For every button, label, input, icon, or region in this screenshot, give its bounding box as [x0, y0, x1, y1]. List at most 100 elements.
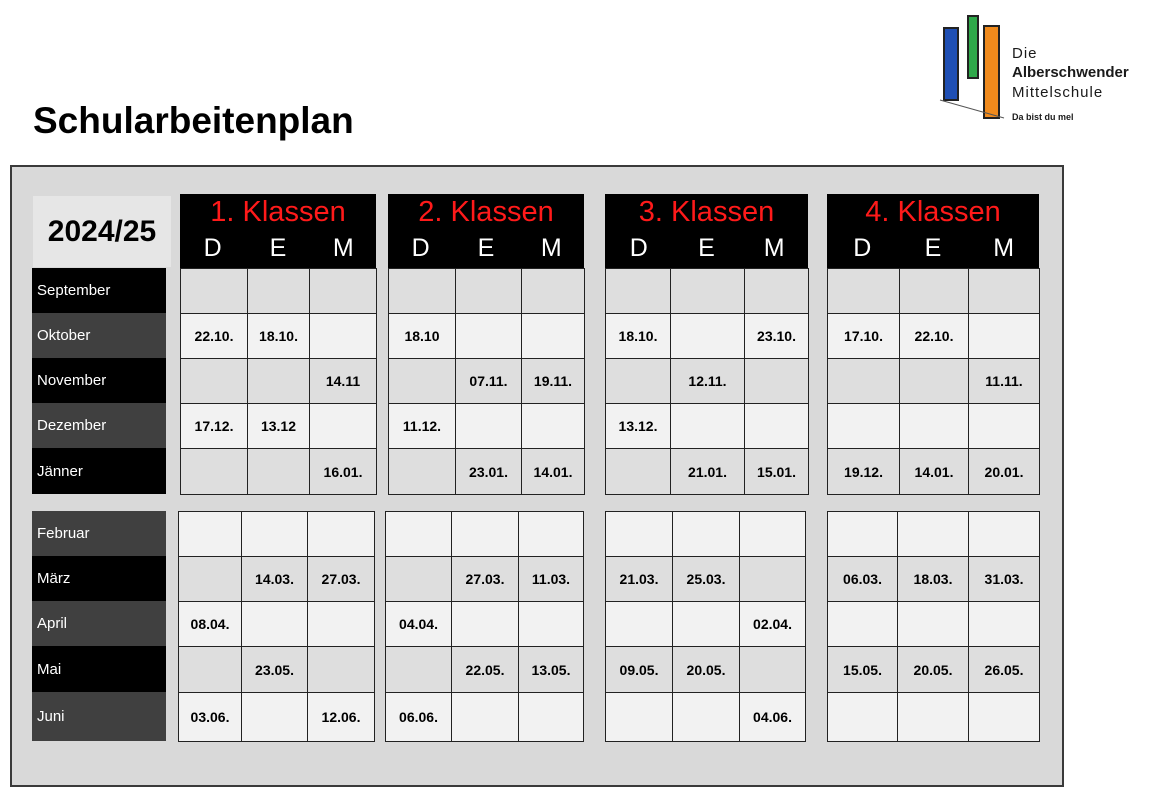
schedule-cell: 14.11 [309, 358, 377, 404]
schedule-cell [739, 646, 806, 693]
schedule-cell: 20.01. [968, 448, 1040, 495]
schedule-cell [518, 601, 584, 647]
schedule-cell [241, 511, 308, 557]
schedule-cell [180, 448, 248, 495]
class-title: 1. Klassen [210, 196, 346, 228]
schedule-cell: 11.11. [968, 358, 1040, 404]
schedule-cell: 21.01. [670, 448, 745, 495]
schedule-cell: 15.05. [827, 646, 898, 693]
schedule-cell: 18.03. [897, 556, 969, 602]
subject-label: D [411, 234, 430, 262]
schedule-cell [744, 358, 809, 404]
schedule-cell [521, 403, 585, 449]
subject-label: E [924, 234, 942, 262]
schedule-cell: 07.11. [455, 358, 522, 404]
schedule-cell [451, 692, 519, 742]
class-title: 3. Klassen [638, 196, 775, 228]
schedule-cell [247, 268, 310, 314]
subject-label: D [203, 234, 222, 262]
schedule-cell [827, 601, 898, 647]
schedule-cell: 14.01. [899, 448, 969, 495]
schedule-cell [827, 403, 900, 449]
schedule-cell [309, 268, 377, 314]
schedule-cell [968, 403, 1040, 449]
subject-label: E [477, 234, 495, 262]
month-label: Dezember [32, 403, 166, 448]
schedule-cell: 18.10 [388, 313, 456, 359]
schedule-cell [899, 268, 969, 314]
schedule-cell [605, 511, 673, 557]
schedule-cell [180, 268, 248, 314]
schedule-cell [605, 358, 671, 404]
schedule-cell [739, 511, 806, 557]
schedule-cell [897, 692, 969, 742]
schedule-cell [899, 403, 969, 449]
schedule-cell: 14.01. [521, 448, 585, 495]
month-label: Mai [32, 646, 166, 692]
schedule-cell: 27.03. [451, 556, 519, 602]
schedule-cell: 19.11. [521, 358, 585, 404]
schedule-cell [388, 448, 456, 495]
schedule-cell [388, 268, 456, 314]
logo-line-3: Mittelschule [1012, 84, 1104, 101]
schedule-cell: 27.03. [307, 556, 375, 602]
schedule-cell [307, 601, 375, 647]
schedule-cell: 02.04. [739, 601, 806, 647]
schedule-cell: 22.10. [899, 313, 969, 359]
schedule-cell: 11.03. [518, 556, 584, 602]
subject-label: M [763, 234, 785, 262]
schedule-cell: 03.06. [178, 692, 242, 742]
schedule-cell [605, 692, 673, 742]
schedule-cell [455, 403, 522, 449]
month-label: April [32, 601, 166, 646]
schedule-cell: 15.01. [744, 448, 809, 495]
schedule-cell [178, 511, 242, 557]
schedule-cell: 16.01. [309, 448, 377, 495]
schedule-cell [455, 313, 522, 359]
schedule-cell: 17.12. [180, 403, 248, 449]
schedule-cell [899, 358, 969, 404]
class-header-2: 2. Klassen D E M [388, 194, 584, 268]
month-label: Jänner [32, 448, 166, 494]
schedule-cell: 23.05. [241, 646, 308, 693]
schedule-cell [672, 511, 740, 557]
schedule-cell [309, 313, 377, 359]
schedule-cell [670, 313, 745, 359]
schedule-cell: 21.03. [605, 556, 673, 602]
schedule-cell [968, 268, 1040, 314]
schedule-cell: 22.05. [451, 646, 519, 693]
schedule-cell: 04.04. [385, 601, 452, 647]
schedule-cell: 06.06. [385, 692, 452, 742]
class-header-4: 4. Klassen D E M [827, 194, 1039, 268]
schedule-cell [968, 511, 1040, 557]
schedule-cell [307, 511, 375, 557]
schedule-cell [827, 358, 900, 404]
schedule-cell: 08.04. [178, 601, 242, 647]
schedule-cell [388, 358, 456, 404]
schedule-cell [605, 268, 671, 314]
subject-label: D [629, 234, 648, 262]
class-title: 2. Klassen [418, 196, 554, 228]
schedule-cell [451, 511, 519, 557]
schedule-cell [744, 268, 809, 314]
page-title: Schularbeitenplan [33, 100, 354, 141]
logo-line-1: Die [1012, 45, 1038, 62]
schedule-cell [518, 511, 584, 557]
schedule-cell [968, 692, 1040, 742]
schedule-cell: 18.10. [605, 313, 671, 359]
schedule-cell [670, 403, 745, 449]
logo-line-2: Alberschwender [1012, 64, 1129, 81]
schedule-cell [670, 268, 745, 314]
subject-label: E [269, 234, 287, 262]
schedule-cell [309, 403, 377, 449]
schedule-cell: 13.12. [605, 403, 671, 449]
schedule-cell [307, 646, 375, 693]
schedule-cell [180, 358, 248, 404]
schedule-cell: 26.05. [968, 646, 1040, 693]
schedule-cell [241, 601, 308, 647]
schedule-cell: 14.03. [241, 556, 308, 602]
schedule-cell: 13.12 [247, 403, 310, 449]
schedule-cell [827, 511, 898, 557]
subject-label: M [993, 234, 1015, 262]
schedule-cell: 23.10. [744, 313, 809, 359]
